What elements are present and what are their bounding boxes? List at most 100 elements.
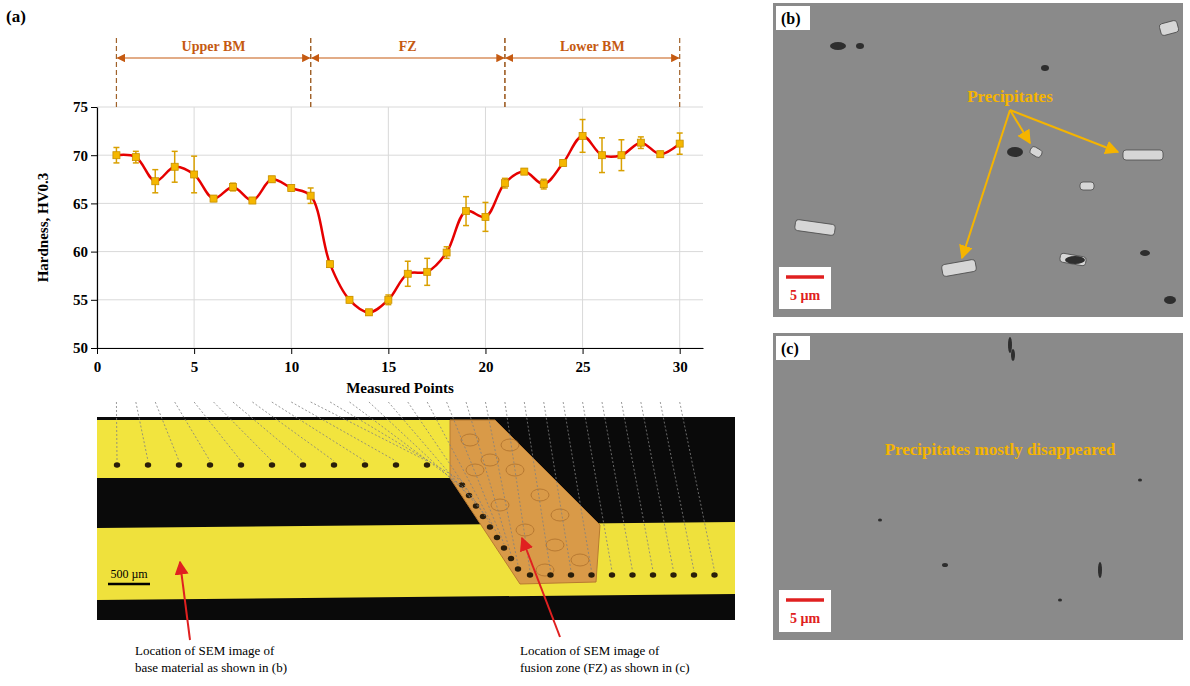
error-bar-cap (618, 139, 624, 141)
error-bar (191, 156, 197, 193)
connector (350, 402, 470, 492)
zone-arrow (117, 57, 309, 58)
marker (385, 296, 392, 303)
grain (551, 509, 569, 521)
error-bar (657, 151, 663, 157)
error-bar-cap (599, 137, 605, 139)
error-bar-cap (618, 170, 624, 172)
indentation (527, 572, 533, 578)
x-tick-mark (680, 348, 681, 354)
marker (560, 159, 567, 166)
marker (346, 296, 353, 303)
error-bar (502, 178, 508, 188)
zone-boundary (310, 38, 311, 107)
error-bar-cap (113, 162, 119, 164)
pore (830, 42, 846, 50)
grid-line-y (97, 251, 703, 252)
y-tick-label: 65 (73, 196, 88, 212)
error-bar-cap (385, 294, 391, 296)
connector (175, 402, 210, 461)
error-bar-cap (191, 155, 197, 157)
sem-image (773, 333, 1183, 640)
indentation (501, 545, 507, 551)
panel-label: (a) (6, 7, 26, 26)
error-bar (230, 183, 236, 191)
zone-boundary (679, 38, 680, 107)
indentation (508, 556, 514, 562)
indentation (207, 462, 213, 468)
connector (252, 402, 334, 461)
x-tick-mark (291, 348, 292, 354)
marker (210, 195, 217, 202)
pore (1008, 337, 1012, 353)
marker (171, 163, 178, 170)
x-tick-mark (485, 348, 486, 354)
connector (466, 402, 511, 555)
indentation (547, 572, 553, 578)
micrograph: 500 µm (97, 417, 735, 620)
y-tick-label: 50 (73, 340, 88, 356)
marker (579, 132, 586, 139)
y-tick-label: 60 (73, 244, 88, 260)
marker (424, 268, 431, 275)
error-bar-cap (113, 147, 119, 149)
zone-arrow (312, 57, 504, 58)
connector (388, 402, 483, 513)
indentation (515, 566, 521, 572)
scale-bar-label: 500 µm (110, 567, 148, 581)
marker (268, 176, 275, 183)
marker (327, 261, 334, 268)
indentation (487, 524, 493, 530)
connector (272, 402, 365, 461)
indentation (362, 462, 368, 468)
y-tick-mark (91, 348, 97, 349)
zone-arrow (506, 57, 679, 58)
error-bar-cap (152, 169, 158, 171)
y-tick-mark (91, 155, 97, 156)
connector (641, 402, 674, 571)
y-tick: 75 (73, 99, 97, 115)
error-bar (560, 160, 566, 166)
connector (136, 402, 148, 461)
error-bar-cap (677, 132, 683, 134)
error-bar-cap (482, 231, 488, 233)
error-bar (172, 151, 178, 182)
connector (485, 402, 518, 565)
error-bar (482, 202, 488, 231)
error-bar-cap (541, 179, 547, 181)
annotation-arrow (962, 110, 1010, 258)
x-tick: 10 (284, 348, 299, 375)
x-tick-mark (194, 348, 195, 354)
error-bar (541, 179, 547, 189)
y-tick: 60 (73, 244, 97, 260)
micrograph-background (97, 417, 735, 620)
marker (482, 213, 489, 220)
error-bar-cap (385, 304, 391, 306)
error-bar-cap (463, 196, 469, 198)
x-axis-line (98, 348, 704, 349)
error-bar-cap (405, 260, 411, 262)
error-bar-cap (541, 188, 547, 190)
callout-text: Location of SEM image of (135, 643, 275, 658)
x-axis: 051015202530 (94, 348, 704, 375)
error-bar (599, 138, 605, 173)
error-bar (638, 137, 644, 149)
error-bar-cap (580, 152, 586, 154)
zone-boundary (504, 38, 505, 107)
marker (501, 180, 508, 187)
error-bar-cap (133, 151, 139, 153)
marker (152, 178, 159, 185)
y-tick-label: 75 (73, 99, 88, 115)
grid-line-y (97, 203, 703, 204)
indentation (145, 462, 151, 468)
pore (1098, 562, 1102, 578)
series-line (116, 136, 679, 312)
error-bar-cap (444, 246, 450, 248)
indentation (670, 572, 676, 578)
connector (155, 402, 179, 461)
marker (132, 154, 139, 161)
error-bar (405, 261, 411, 286)
error-bar-cap (172, 151, 178, 153)
error-bar (133, 151, 139, 163)
connector (369, 402, 476, 502)
